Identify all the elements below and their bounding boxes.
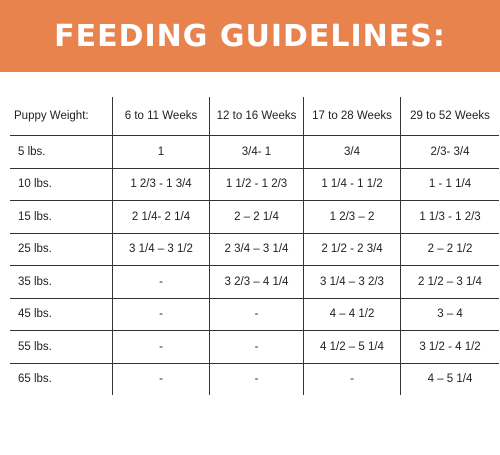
weight-cell: 35 lbs. <box>10 265 113 299</box>
feeding-amount-cell: - <box>209 363 304 395</box>
feeding-amount-cell: 2 1/2 – 3 1/4 <box>400 265 499 299</box>
column-header-puppy-weight: Puppy Weight: <box>10 97 113 136</box>
feeding-amount-cell: 1 - 1 1/4 <box>400 168 499 201</box>
weight-cell: 5 lbs. <box>10 135 113 169</box>
feeding-amount-cell: 4 – 4 1/2 <box>303 298 401 331</box>
feeding-table: Puppy Weight: 6 to 11 Weeks 12 to 16 Wee… <box>10 97 499 395</box>
feeding-amount-cell: 1 1/3 - 1 2/3 <box>400 200 499 234</box>
weight-cell: 45 lbs. <box>10 298 113 331</box>
column-header-6-to-11-weeks: 6 to 11 Weeks <box>112 97 210 136</box>
feeding-amount-cell: - <box>112 265 210 299</box>
table-row: 45 lbs. - -4 – 4 1/2 3 – 4 <box>10 298 499 331</box>
feeding-amount-cell: 4 – 5 1/4 <box>400 363 499 395</box>
table-header-row: Puppy Weight: 6 to 11 Weeks 12 to 16 Wee… <box>10 97 499 136</box>
feeding-amount-cell: 2 – 2 1/2 <box>400 233 499 266</box>
weight-cell: 65 lbs. <box>18 373 52 386</box>
table-row: 25 lbs. 3 1/4 – 3 1/2 2 3/4 – 3 1/4 2 1/2 -… <box>10 233 499 266</box>
column-header-29-to-52-weeks: 29 to 52 Weeks <box>400 97 499 136</box>
weight-cell: 25 lbs. <box>10 233 113 266</box>
feeding-amount-cell: - <box>209 298 304 331</box>
page-title: FEEDING GUIDELINES: <box>54 18 446 54</box>
table-row: 65 lbs. - - -4 – 5 1/4 <box>10 363 499 395</box>
feeding-amount-cell: 2 3/4 – 3 1/4 <box>209 233 304 266</box>
feeding-amount-cell: - <box>209 330 304 364</box>
table-body: 5 lbs. 1 3/4- 1 3/4 2/3- 3/4 10 lbs. 1 2/3 - 1… <box>10 135 499 395</box>
feeding-amount-cell: - <box>112 330 210 364</box>
feeding-amount-cell: 1 <box>112 135 210 169</box>
feeding-amount-cell: 2 – 2 1/4 <box>209 200 304 234</box>
feeding-amount-cell: 2 1/4- 2 1/4 <box>112 200 210 234</box>
feeding-amount-cell: 3/4- 1 <box>209 135 304 169</box>
feeding-amount-cell: 1 2/3 - 1 3/4 <box>112 168 210 201</box>
table-row: 55 lbs. - -4 1/2 – 5 1/4 3 1/2 - 4 1/2 <box>10 330 499 364</box>
table-row: 35 lbs. -3 2/3 – 4 1/4 3 1/4 – 3 2/3 2 1/2 … <box>10 265 499 299</box>
feeding-amount-cell: 3 2/3 – 4 1/4 <box>209 265 304 299</box>
feeding-amount-cell: - <box>112 298 210 331</box>
weight-cell: 15 lbs. <box>10 200 113 234</box>
feeding-amount-cell: 2/3- 3/4 <box>400 135 499 169</box>
feeding-amount-cell: 3 1/2 - 4 1/2 <box>400 330 499 364</box>
feeding-amount-cell: 3 1/4 – 3 1/2 <box>112 233 210 266</box>
feeding-amount-cell: 3 1/4 – 3 2/3 <box>303 265 401 299</box>
feeding-amount-cell: - <box>303 363 401 395</box>
feeding-amount-cell: 3/4 <box>303 135 401 169</box>
table-row: 10 lbs. 1 2/3 - 1 3/4 1 1/2 - 1 2/3 1 1/4 -… <box>10 168 499 201</box>
column-header-12-to-16-weeks: 12 to 16 Weeks <box>209 97 304 136</box>
feeding-amount-cell: 4 1/2 – 5 1/4 <box>303 330 401 364</box>
weight-cell: 10 lbs. <box>10 168 113 201</box>
feeding-amount-cell: 2 1/2 - 2 3/4 <box>303 233 401 266</box>
feeding-guidelines-banner: FEEDING GUIDELINES: <box>0 0 500 72</box>
column-header-17-to-28-weeks: 17 to 28 Weeks <box>303 97 401 136</box>
feeding-amount-cell: 1 2/3 – 2 <box>303 200 401 234</box>
feeding-amount-cell: 3 – 4 <box>400 298 499 331</box>
feeding-amount-cell: 1 1/4 - 1 1/2 <box>303 168 401 201</box>
table-row: 5 lbs. 1 3/4- 1 3/4 2/3- 3/4 <box>10 135 499 169</box>
feeding-amount-cell: - <box>112 363 210 395</box>
feeding-amount-cell: 1 1/2 - 1 2/3 <box>209 168 304 201</box>
weight-cell: 55 lbs. <box>10 330 113 364</box>
